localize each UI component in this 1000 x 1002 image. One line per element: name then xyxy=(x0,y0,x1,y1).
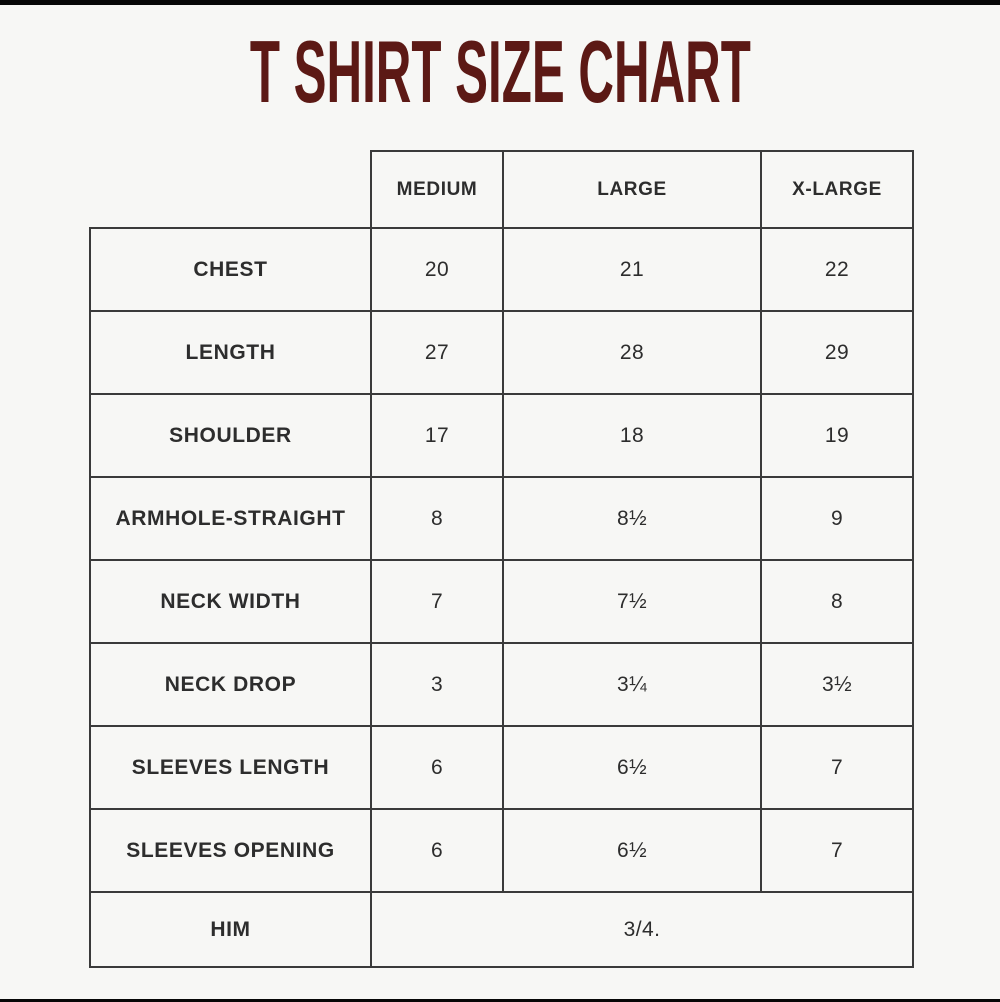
header-row: MEDIUM LARGE X-LARGE xyxy=(90,150,914,229)
value-cell: 6½ xyxy=(502,725,762,810)
value-cell: 3¼ xyxy=(502,642,762,727)
column-header-large: LARGE xyxy=(502,150,762,229)
value-cell: 6 xyxy=(370,725,504,810)
table-row-sleeves-opening: SLEEVES OPENING 6 6½ 7 xyxy=(89,808,914,893)
value-cell: 6 xyxy=(370,808,504,893)
page-title: T SHIRT SIZE CHART xyxy=(249,22,751,121)
size-chart-table: MEDIUM LARGE X-LARGE CHEST 20 21 22 LENG… xyxy=(89,150,914,968)
table-row-him: HIM 3/4. xyxy=(89,891,914,968)
value-cell: 8 xyxy=(760,559,914,644)
value-cell: 3 xyxy=(370,642,504,727)
row-label-neck-width: NECK WIDTH xyxy=(89,559,372,644)
value-cell: 27 xyxy=(370,310,504,395)
row-label-length: LENGTH xyxy=(89,310,372,395)
value-cell: 17 xyxy=(370,393,504,478)
value-cell: 3½ xyxy=(760,642,914,727)
top-letterbox-bar xyxy=(0,0,1000,5)
row-label-chest: CHEST xyxy=(89,227,372,312)
value-cell: 8½ xyxy=(502,476,762,561)
value-cell: 18 xyxy=(502,393,762,478)
value-cell: 8 xyxy=(370,476,504,561)
value-cell: 7 xyxy=(760,808,914,893)
value-cell: 20 xyxy=(370,227,504,312)
value-cell: 19 xyxy=(760,393,914,478)
value-cell: 22 xyxy=(760,227,914,312)
empty-corner-cell xyxy=(90,151,371,228)
table-row-armhole-straight: ARMHOLE-STRAIGHT 8 8½ 9 xyxy=(89,476,914,561)
column-header-x-large: X-LARGE xyxy=(760,150,914,229)
value-cell: 28 xyxy=(502,310,762,395)
table-row-neck-width: NECK WIDTH 7 7½ 8 xyxy=(89,559,914,644)
value-cell: 9 xyxy=(760,476,914,561)
value-cell: 29 xyxy=(760,310,914,395)
row-label-sleeves-length: SLEEVES LENGTH xyxy=(89,725,372,810)
value-cell-him-merged: 3/4. xyxy=(370,891,914,968)
table-row-sleeves-length: SLEEVES LENGTH 6 6½ 7 xyxy=(89,725,914,810)
column-header-medium: MEDIUM xyxy=(370,150,504,229)
page-title-wrap: T SHIRT SIZE CHART xyxy=(0,28,1000,116)
value-cell: 7 xyxy=(760,725,914,810)
table-row-chest: CHEST 20 21 22 xyxy=(89,227,914,312)
table-row-neck-drop: NECK DROP 3 3¼ 3½ xyxy=(89,642,914,727)
row-label-him: HIM xyxy=(89,891,372,968)
row-label-armhole-straight: ARMHOLE-STRAIGHT xyxy=(89,476,372,561)
value-cell: 21 xyxy=(502,227,762,312)
value-cell: 7 xyxy=(370,559,504,644)
row-label-sleeves-opening: SLEEVES OPENING xyxy=(89,808,372,893)
row-label-neck-drop: NECK DROP xyxy=(89,642,372,727)
value-cell: 7½ xyxy=(502,559,762,644)
bottom-letterbox-bar xyxy=(0,999,1000,1002)
value-cell: 6½ xyxy=(502,808,762,893)
table-row-shoulder: SHOULDER 17 18 19 xyxy=(89,393,914,478)
table-row-length: LENGTH 27 28 29 xyxy=(89,310,914,395)
row-label-shoulder: SHOULDER xyxy=(89,393,372,478)
